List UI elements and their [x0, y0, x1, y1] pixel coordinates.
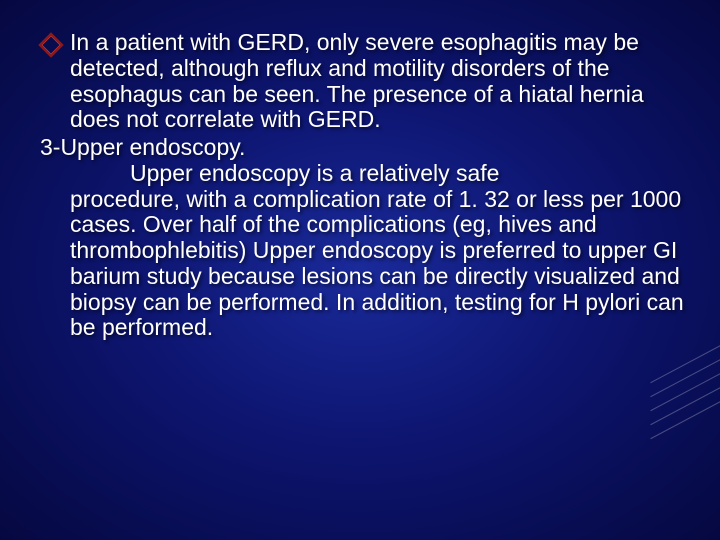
- body-paragraph: Upper endoscopy is a relatively safe pro…: [40, 161, 690, 341]
- corner-accent: [660, 340, 720, 420]
- numbered-3-text: 3-Upper endoscopy.: [40, 134, 245, 160]
- accent-line: [650, 382, 720, 425]
- accent-line: [650, 340, 720, 383]
- body-rest-text: procedure, with a complication rate of 1…: [70, 186, 684, 341]
- bullet-paragraph-1: In a patient with GERD, only severe esop…: [40, 30, 690, 133]
- accent-line: [650, 354, 720, 397]
- body-lead-line: Upper endoscopy is a relatively safe: [70, 161, 690, 187]
- accent-line: [650, 396, 720, 439]
- slide-content: In a patient with GERD, only severe esop…: [40, 30, 690, 341]
- slide: In a patient with GERD, only severe esop…: [0, 0, 720, 540]
- accent-line: [650, 368, 720, 411]
- numbered-heading-3: 3-Upper endoscopy.: [40, 135, 690, 161]
- bullet-1-text: In a patient with GERD, only severe esop…: [70, 29, 644, 132]
- diamond-bullet-icon: [38, 32, 63, 57]
